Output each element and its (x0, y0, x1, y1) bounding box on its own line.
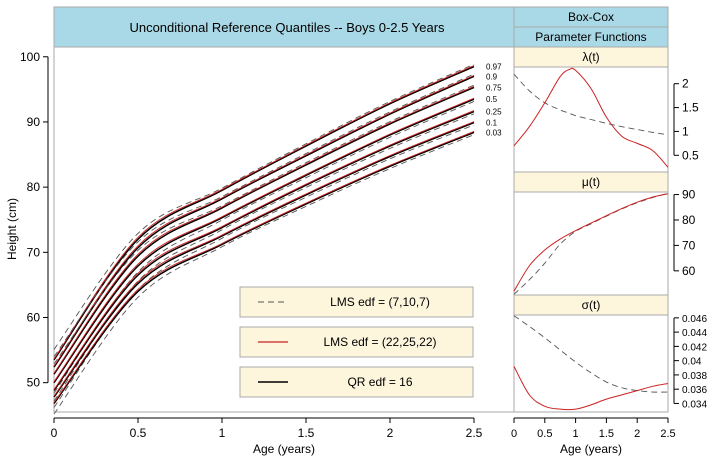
legend-label-1: LMS edf = (7,10,7) (330, 295, 430, 309)
quantile-line-lms-fine (53, 74, 475, 367)
side-x-tick-label: 1.5 (599, 428, 614, 440)
mu-y-tick-label: 60 (682, 264, 696, 278)
quantile-line-lms-fine (53, 65, 475, 360)
sigma-panel-title: σ(t) (582, 298, 601, 312)
sigma-y-tick-label: 0.046 (682, 314, 707, 325)
lambda-panel-title: λ(t) (582, 50, 599, 64)
side-title-top: Box-Cox (568, 10, 614, 24)
sigma-line-lms-fine (513, 366, 669, 411)
side-x-tick-label: 1 (573, 428, 579, 440)
main-x-tick-label: 0 (51, 426, 58, 440)
mu-panel-title: μ(t) (582, 175, 600, 189)
sigma-y-tick-label: 0.036 (682, 385, 707, 396)
sigma-y-tick-label: 0.04 (682, 357, 702, 368)
main-x-tick-label: 2 (387, 426, 394, 440)
quantile-line-lms-coarse (53, 113, 475, 402)
side-title-bottom: Parameter Functions (535, 30, 646, 44)
quantile-label: 0.75 (486, 83, 502, 92)
side-plots-layer: 0.5 1 1.5 2 60 70 80 90 0.034 0.036 0.038 0.04 0.042… (511, 67, 707, 440)
quantile-label: 0.25 (486, 108, 502, 117)
legend-label-2: LMS edf = (22,25,22) (323, 335, 436, 349)
main-header-strip (53, 6, 515, 48)
quantile-label: 0.97 (486, 63, 502, 72)
mu-y-tick-label: 90 (682, 188, 696, 202)
mu-y-tick-label: 70 (682, 238, 696, 252)
main-y-tick-label: 80 (27, 180, 41, 194)
quantile-line-lms-coarse (53, 73, 475, 357)
main-y-tick-label: 50 (27, 376, 41, 390)
main-x-tick-label: 1 (219, 426, 226, 440)
main-x-axis-label: Age (years) (253, 442, 315, 456)
sigma-line-lms-coarse (513, 315, 669, 393)
main-y-tick-label: 90 (27, 115, 41, 129)
legend: LMS edf = (7,10,7) LMS edf = (22,25,22) … (239, 286, 474, 398)
main-x-tick-label: 0.5 (130, 426, 147, 440)
quantile-line-lms-fine (53, 110, 475, 390)
mu-line-lms-fine (513, 193, 669, 292)
mu-line-lms-coarse (513, 192, 669, 295)
quantile-label: 0.9 (486, 72, 498, 81)
mu-panel-frame (513, 191, 669, 296)
quantile-line-qr (53, 131, 475, 404)
main-y-tick-label: 60 (27, 310, 41, 324)
main-y-axis-label: Height (cm) (5, 198, 19, 260)
mu-y-tick-label: 80 (682, 213, 696, 227)
quantile-line-lms-fine (53, 121, 475, 397)
lambda-y-tick-label: 2 (682, 77, 689, 91)
sigma-y-tick-label: 0.042 (682, 342, 707, 353)
quantile-line-qr (53, 110, 475, 391)
quantile-line-lms-fine (53, 97, 475, 382)
quantile-line-lms-coarse (53, 134, 475, 415)
quantile-label: 0.03 (486, 128, 502, 137)
quantile-line-qr (53, 121, 475, 398)
quantile-line-qr (53, 98, 475, 384)
quantile-line-qr (53, 65, 475, 361)
quantile-line-lms-coarse (53, 63, 475, 350)
main-plot-layer: 0 0.5 1 1.5 2 2.5 50 60 70 80 90 100 0.970.9 0.75 0.5 0… (20, 50, 502, 440)
quantile-line-lms-fine (53, 130, 475, 403)
lambda-y-tick-label: 1.5 (682, 101, 699, 115)
lambda-y-tick-label: 1 (682, 124, 689, 138)
lambda-y-tick-label: 0.5 (682, 148, 699, 162)
quantile-label: 0.1 (486, 119, 498, 128)
side-x-tick-label: 0 (511, 428, 517, 440)
sigma-y-tick-label: 0.044 (682, 328, 707, 339)
quantile-line-lms-coarse (53, 84, 475, 365)
sigma-y-tick-label: 0.038 (682, 371, 707, 382)
side-x-axis-label: Age (years) (560, 442, 622, 456)
sigma-panel-frame (513, 314, 669, 413)
quantile-line-qr (53, 75, 475, 368)
lambda-line-lms-coarse (513, 73, 669, 136)
quantile-line-lms-coarse (53, 124, 475, 408)
quantile-label: 0.5 (486, 95, 498, 104)
main-y-tick-label: 70 (27, 245, 41, 259)
side-x-tick-label: 2.5 (660, 428, 675, 440)
lambda-line-lms-fine (513, 67, 669, 168)
main-title: Unconditional Reference Quantiles -- Boy… (129, 20, 445, 35)
side-x-tick-label: 0.5 (537, 428, 552, 440)
side-x-tick-label: 2 (634, 428, 640, 440)
sigma-y-tick-label: 0.034 (682, 399, 707, 410)
quantile-line-qr (53, 86, 475, 375)
quantile-line-lms-fine (53, 86, 475, 374)
main-x-tick-label: 2.5 (466, 426, 483, 440)
legend-label-3: QR edf = 16 (347, 375, 412, 389)
main-y-tick-label: 100 (20, 50, 40, 64)
main-x-tick-label: 1.5 (298, 426, 315, 440)
